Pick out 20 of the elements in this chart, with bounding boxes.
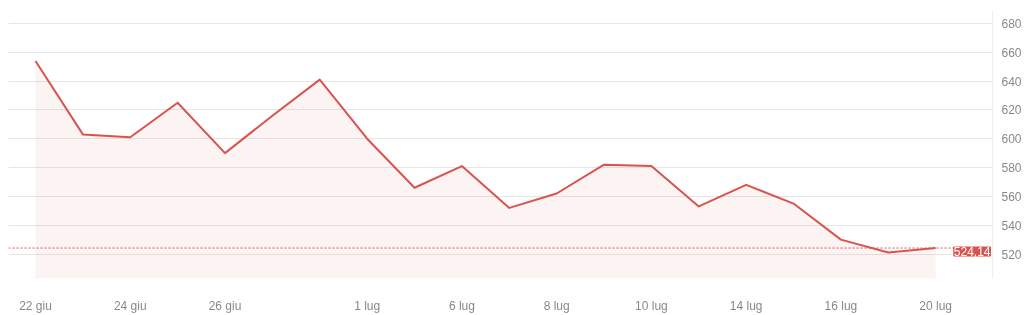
y-tick-label: 680 [1001,16,1022,31]
y-tick-label: 620 [1001,103,1022,118]
y-tick-label: 660 [1001,45,1022,60]
x-tick-label: 26 giu [208,298,242,313]
x-tick-label: 20 lug [919,298,952,313]
x-tick-label: 6 lug [448,298,475,313]
x-tick-label: 16 lug [824,298,858,313]
ref-line-label: 524,14 [953,245,991,260]
x-tick-label: 10 lug [635,298,668,313]
y-tick-label: 520 [1001,247,1022,262]
x-tick-label: 24 giu [113,298,147,313]
x-tick-label: 14 lug [729,298,763,313]
x-tick-label: 22 giu [19,298,52,313]
y-tick-label: 600 [1001,132,1022,147]
x-tick-label: 8 lug [543,298,570,313]
y-tick-label: 640 [1001,74,1022,89]
y-tick-label: 560 [1001,189,1022,204]
x-tick-label: 1 lug [354,298,381,313]
y-tick-label: 580 [1001,161,1022,176]
y-tick-label: 540 [1001,218,1022,233]
